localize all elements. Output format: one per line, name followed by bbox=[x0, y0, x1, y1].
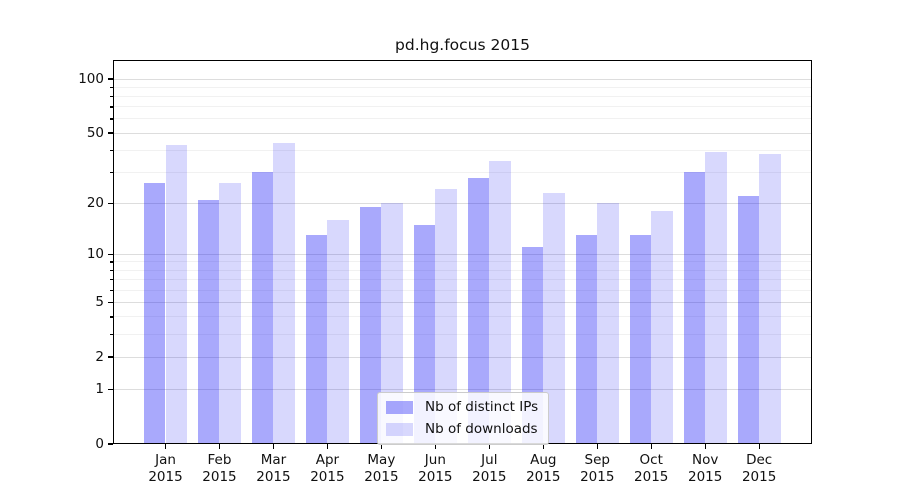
y-tick-label: 100 bbox=[78, 71, 104, 88]
y-tickmark bbox=[108, 253, 113, 256]
gridline-major bbox=[113, 78, 812, 80]
x-tick-label: Oct 2015 bbox=[634, 452, 669, 485]
y-tickmark-minor bbox=[110, 171, 113, 174]
bar-distinct-ips bbox=[305, 235, 328, 444]
y-tick-label: 0 bbox=[95, 436, 104, 452]
y-tick-label: 50 bbox=[86, 125, 104, 142]
x-tickmark bbox=[596, 444, 598, 449]
bar-distinct-ips bbox=[575, 235, 598, 444]
bar-distinct-ips bbox=[197, 199, 220, 444]
bar-downloads bbox=[273, 142, 296, 444]
y-tickmark-minor bbox=[110, 279, 113, 281]
chart-title: pd.hg.focus 2015 bbox=[395, 36, 530, 54]
gridline-major bbox=[113, 388, 812, 390]
gridline-major bbox=[113, 301, 812, 303]
legend-swatch-distinct-ips bbox=[386, 401, 413, 414]
bar-downloads bbox=[327, 219, 349, 444]
y-tickmark-minor bbox=[110, 95, 113, 98]
y-tickmark-minor bbox=[110, 333, 113, 336]
y-tickmark bbox=[108, 132, 113, 134]
x-tickmark bbox=[218, 444, 221, 449]
x-tick-label: Nov 2015 bbox=[688, 452, 723, 485]
gridline-minor bbox=[113, 106, 812, 108]
y-tickmark-minor bbox=[110, 118, 113, 120]
y-tickmark bbox=[108, 443, 113, 445]
y-tickmark-minor bbox=[110, 316, 113, 318]
gridline-major bbox=[113, 253, 812, 255]
x-tick-label: Apr 2015 bbox=[310, 452, 345, 485]
x-tickmark bbox=[704, 444, 706, 449]
bar-downloads bbox=[759, 154, 781, 444]
bar-distinct-ips bbox=[737, 196, 760, 444]
y-tickmark bbox=[108, 301, 113, 303]
gridline-minor bbox=[113, 333, 812, 335]
y-tick-label: 1 bbox=[95, 381, 104, 398]
gridline-minor bbox=[113, 149, 812, 151]
gridline-minor bbox=[113, 118, 812, 120]
legend-item-downloads: Nb of downloads bbox=[386, 422, 538, 437]
bar-distinct-ips bbox=[143, 183, 166, 444]
y-tickmark bbox=[108, 202, 113, 204]
bar-downloads bbox=[165, 144, 188, 444]
y-tick-label: 2 bbox=[95, 349, 104, 366]
gridline-minor bbox=[113, 95, 812, 97]
gridline-major bbox=[113, 132, 812, 134]
y-tickmark-minor bbox=[110, 149, 113, 152]
x-tick-label: Dec 2015 bbox=[741, 452, 777, 485]
bar-downloads bbox=[651, 211, 673, 444]
y-tick-label: 20 bbox=[86, 195, 104, 212]
x-tickmark bbox=[272, 444, 275, 449]
gridline-minor bbox=[113, 289, 812, 291]
y-tickmark-minor bbox=[110, 269, 113, 272]
x-tickmark bbox=[326, 444, 329, 449]
gridline-minor bbox=[113, 86, 812, 88]
x-tick-label: Jun 2015 bbox=[418, 452, 453, 485]
x-tick-label: Jan 2015 bbox=[148, 452, 183, 485]
x-tick-label: Feb 2015 bbox=[202, 452, 237, 485]
y-tickmark-minor bbox=[110, 86, 113, 89]
x-tick-label: Mar 2015 bbox=[256, 452, 291, 485]
x-tickmark bbox=[650, 444, 652, 449]
x-tickmark bbox=[164, 444, 167, 449]
plot-border bbox=[113, 60, 812, 444]
x-tickmark bbox=[758, 444, 760, 449]
bar-downloads bbox=[219, 183, 242, 444]
y-tickmark bbox=[108, 78, 113, 80]
bar-distinct-ips bbox=[251, 172, 274, 444]
y-tick-label: 5 bbox=[95, 294, 104, 311]
y-tickmark bbox=[108, 388, 113, 390]
legend: Nb of distinct IPs Nb of downloads bbox=[377, 392, 550, 445]
legend-swatch-downloads bbox=[386, 423, 413, 436]
y-tickmark bbox=[108, 356, 113, 358]
legend-item-distinct-ips: Nb of distinct IPs bbox=[386, 400, 538, 415]
bar-distinct-ips bbox=[683, 172, 706, 444]
gridline-minor bbox=[113, 269, 812, 271]
gridline-minor bbox=[113, 316, 812, 318]
gridline-minor bbox=[113, 261, 812, 263]
y-tickmark-minor bbox=[110, 106, 113, 108]
gridline-minor bbox=[113, 279, 812, 281]
y-tickmark-minor bbox=[110, 261, 113, 263]
x-tick-label: Sep 2015 bbox=[580, 452, 615, 485]
gridline-minor bbox=[113, 171, 812, 173]
y-tick-label: 10 bbox=[86, 246, 104, 263]
y-tickmark-minor bbox=[110, 289, 113, 291]
legend-label-downloads: Nb of downloads bbox=[425, 421, 538, 437]
x-tick-label: Aug 2015 bbox=[526, 452, 561, 485]
gridline-major bbox=[113, 202, 812, 204]
bar-distinct-ips bbox=[629, 235, 652, 444]
gridline-major bbox=[113, 356, 812, 358]
bar-downloads bbox=[705, 152, 727, 444]
bar-downloads bbox=[597, 203, 619, 444]
x-tick-label: Jul 2015 bbox=[472, 452, 507, 485]
legend-label-distinct-ips: Nb of distinct IPs bbox=[425, 399, 539, 415]
x-tick-label: May 2015 bbox=[364, 452, 399, 485]
